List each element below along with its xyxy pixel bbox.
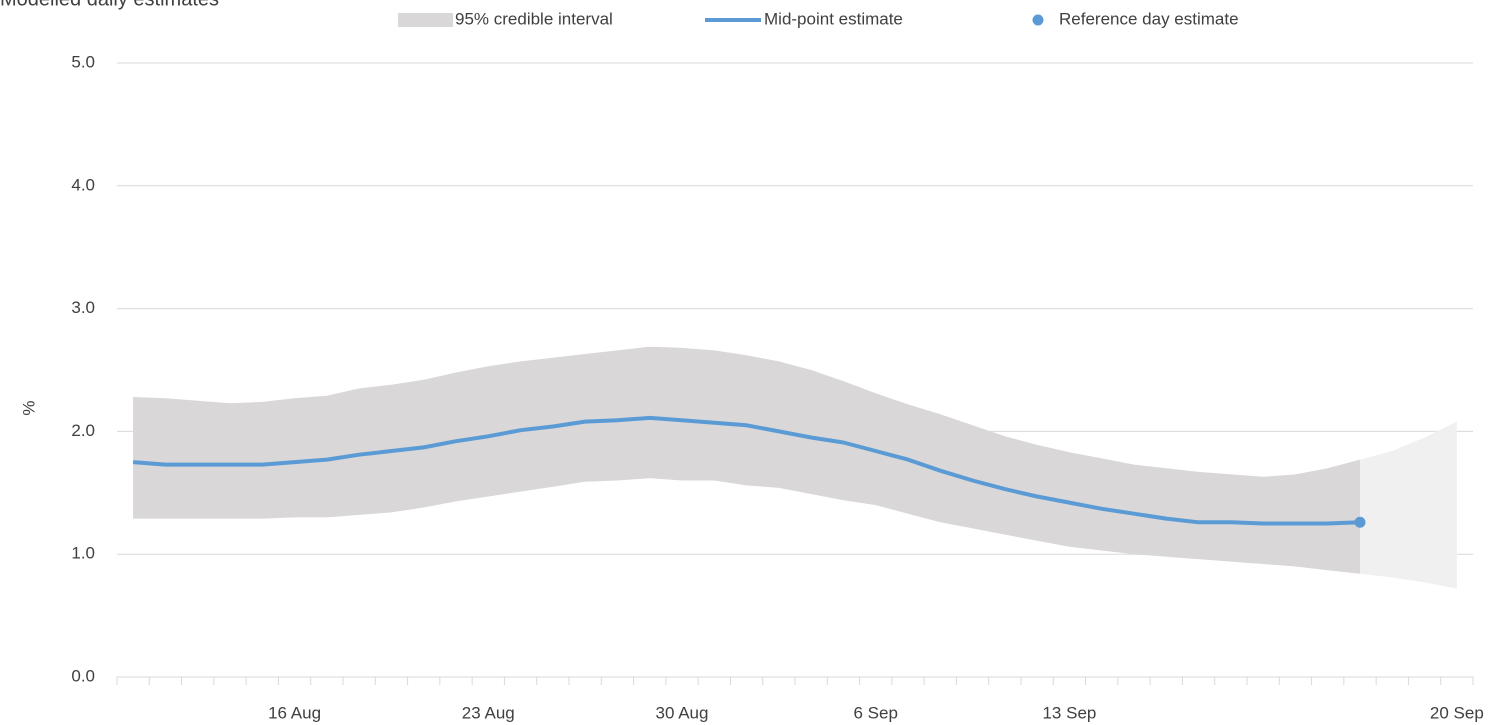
legend-swatch-point xyxy=(1032,14,1044,26)
mid-point-line xyxy=(132,415,1361,526)
legend-label: Mid-point estimate xyxy=(764,9,903,28)
x-tick-label: 23 Aug xyxy=(462,703,515,722)
y-tick-label: 3.0 xyxy=(71,298,95,317)
x-tick-label: 6 Sep xyxy=(853,703,897,722)
legend-label: 95% credible interval xyxy=(455,9,613,28)
x-tick-label: 20 Sep xyxy=(1430,703,1484,722)
y-axis-label: % xyxy=(19,400,38,415)
y-tick-label: 4.0 xyxy=(71,175,95,194)
reference-point xyxy=(1354,516,1366,528)
x-tick-label: 16 Aug xyxy=(268,703,321,722)
y-tick-label: 1.0 xyxy=(71,544,95,563)
credible-interval-projection xyxy=(1360,421,1457,589)
y-tick-label: 5.0 xyxy=(71,52,95,71)
legend-label: Reference day estimate xyxy=(1059,9,1239,28)
y-tick-label: 0.0 xyxy=(71,666,95,685)
x-tick-label: 13 Sep xyxy=(1042,703,1096,722)
y-tick-label: 2.0 xyxy=(71,421,95,440)
credible-interval xyxy=(133,346,1361,574)
legend-swatch-band xyxy=(398,13,453,27)
x-tick-label: 30 Aug xyxy=(656,703,709,722)
chart-title: Modelled daily estimates xyxy=(0,0,219,10)
